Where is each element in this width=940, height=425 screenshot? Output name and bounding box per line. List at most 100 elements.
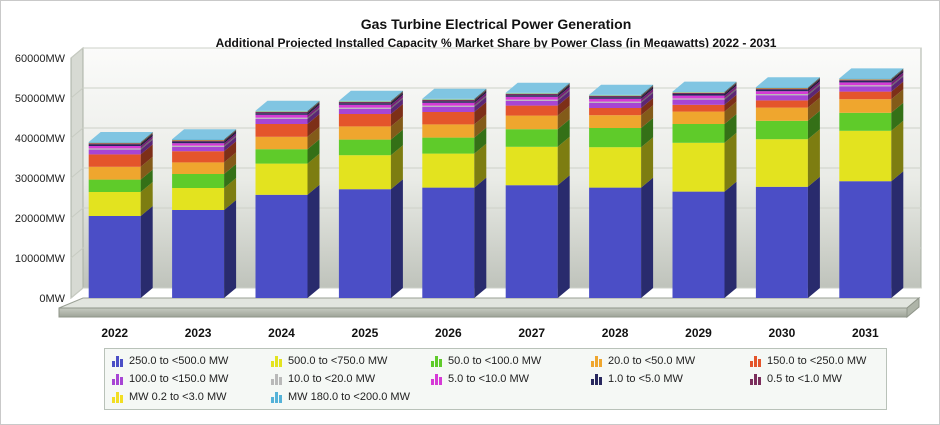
bar-segment-side — [807, 78, 820, 90]
legend-label: 500.0 to <750.0 MW — [288, 355, 388, 367]
legend-bars-icon — [271, 374, 282, 385]
bar-segment — [422, 137, 475, 154]
bar-segment — [338, 189, 391, 298]
bar-segment-side — [891, 75, 904, 87]
bar-segment-side — [140, 182, 153, 216]
bar-segment-side — [224, 133, 237, 146]
legend-icon-bar — [112, 397, 115, 403]
bar-segment-side — [474, 143, 487, 188]
bar-segment-side — [891, 76, 904, 92]
bar-segment-side — [140, 132, 153, 144]
legend-icon-bar — [431, 379, 434, 385]
bar-segment — [505, 94, 558, 96]
bar-segment — [755, 91, 808, 94]
bar-segment-side — [474, 95, 487, 107]
bar-segment — [505, 105, 558, 116]
bar-segment — [505, 185, 558, 298]
bar-segment-side — [807, 78, 820, 89]
bar-segment-side — [891, 68, 904, 80]
bar-segment — [422, 98, 475, 100]
grid-diagonal — [70, 207, 84, 219]
bar-segment — [338, 107, 391, 109]
bar-segment — [505, 99, 558, 101]
bar-segment-side — [224, 130, 237, 141]
y-tick-label: 0MW — [39, 293, 65, 305]
bar-segment-side — [724, 94, 737, 112]
bar-segment — [172, 140, 225, 142]
bar-top — [589, 84, 654, 95]
plot-area: 0MW 10000MW 20000MW 30000MW 40000MW 50000MW 60… — [15, 46, 922, 340]
legend-icon-bar — [758, 377, 761, 385]
bar-segment-side — [557, 83, 570, 94]
bar-segment — [839, 78, 892, 80]
bar-segment-side — [224, 129, 237, 140]
bar-segment-side — [891, 120, 904, 182]
y-tick-label: 20000MW — [15, 213, 66, 225]
legend-icon-bar — [120, 359, 123, 367]
bar-segment-side — [307, 101, 320, 112]
bar-segment-side — [224, 141, 237, 163]
bar-segment — [672, 95, 725, 99]
legend-bars-icon — [750, 374, 761, 385]
bar-top — [255, 100, 320, 111]
bar-segment-side — [140, 132, 153, 143]
bar-segment-side — [557, 86, 570, 100]
bar-segment-side — [140, 206, 153, 298]
bar-segment — [839, 82, 892, 86]
bar-segment — [255, 124, 308, 137]
bar-segment — [589, 96, 642, 98]
bar-segment-side — [724, 101, 737, 124]
bar-segment — [839, 86, 892, 92]
bar-segment — [755, 95, 808, 101]
bar-segment-side — [140, 169, 153, 192]
bar-segment — [839, 99, 892, 113]
bar-segment-side — [307, 126, 320, 150]
bar-segment — [589, 98, 642, 102]
bar-segment-side — [224, 200, 237, 298]
legend-bars-icon — [112, 356, 123, 367]
legend-icon-bar — [599, 377, 602, 385]
legend-icon-bar — [431, 361, 434, 367]
bar-segment — [88, 146, 141, 149]
legend-icon-bar — [754, 374, 757, 385]
bar-segment-side — [140, 136, 153, 149]
bar-segment-side — [891, 89, 904, 113]
bar-segment-side — [474, 177, 487, 298]
chart-floor-side — [906, 296, 920, 319]
bar-segment — [505, 100, 558, 106]
bar-segment — [755, 107, 808, 121]
legend-icon-bar — [279, 395, 282, 403]
bar-segment — [255, 114, 308, 118]
bar-segment-side — [557, 82, 570, 94]
bar-segment — [672, 98, 725, 100]
bar-segment-side — [307, 100, 320, 112]
bar-segment-side — [390, 94, 403, 108]
legend-icon-bar — [271, 361, 274, 367]
legend-icon-bar — [439, 377, 442, 385]
bar-segment-side — [724, 82, 737, 93]
bar-segment — [839, 85, 892, 87]
bar-segment — [755, 87, 808, 88]
bar-segment — [505, 146, 558, 186]
bar-segment-side — [891, 102, 904, 131]
legend-icon-bar — [758, 359, 761, 367]
grid-diagonal — [70, 247, 84, 259]
y-tick-label: 10000MW — [15, 253, 66, 265]
legend-label: 0.5 to <1.0 MW — [767, 373, 842, 385]
bar-segment — [589, 187, 642, 298]
bar-segment-side — [641, 118, 654, 148]
bar-segment — [255, 194, 308, 298]
bar-segment — [172, 162, 225, 174]
bar-segment — [422, 106, 475, 112]
legend-icon-bar — [439, 359, 442, 367]
legend-icon-bar — [599, 359, 602, 367]
bar-segment-side — [474, 88, 487, 100]
legend-icon-bar — [754, 356, 757, 367]
bar-segment-side — [307, 104, 320, 118]
bar-segment-side — [307, 107, 320, 119]
bar-segment-side — [724, 89, 737, 105]
bar-segment — [505, 92, 558, 94]
bar-segment — [839, 181, 892, 298]
bar-segment — [589, 97, 642, 99]
